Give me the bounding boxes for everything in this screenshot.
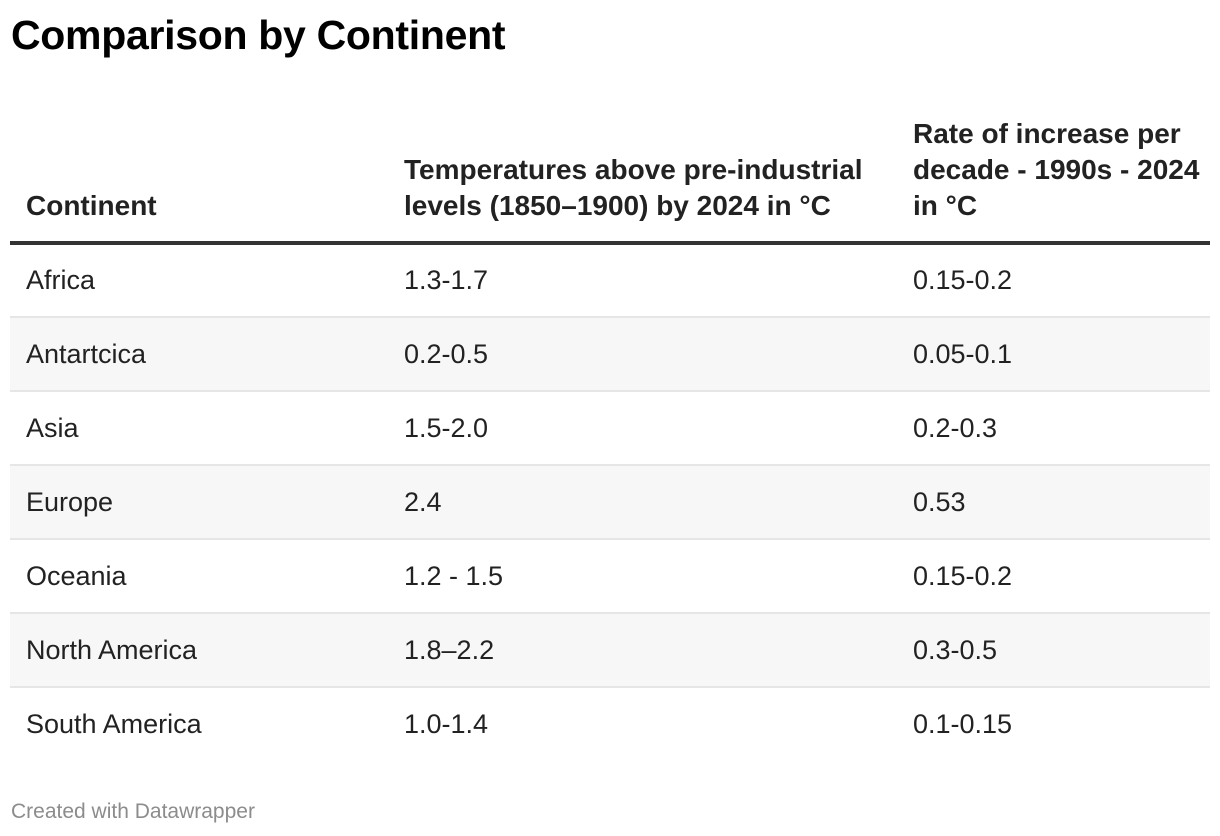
column-header-continent[interactable]: Continent	[10, 112, 388, 245]
cell-continent: South America	[26, 709, 202, 739]
table-header: Continent Temperatures above pre-industr…	[10, 112, 1210, 245]
cell-temperature: 1.5-2.0	[388, 391, 897, 466]
chart-title: Comparison by Continent	[11, 12, 506, 58]
cell-temperature: 0.2-0.5	[388, 317, 897, 392]
cell-rate: 0.15-0.2	[897, 243, 1210, 318]
cell-temperature: 1.2 - 1.5	[388, 539, 897, 614]
table-row: South America 1.0-1.4 0.1-0.15	[10, 687, 1210, 761]
table-row: Africa 1.3-1.7 0.15-0.2	[10, 243, 1210, 318]
cell-continent: North America	[10, 613, 388, 688]
cell-rate: 0.05-0.1	[897, 317, 1210, 392]
cell-rate: 0.3-0.5	[897, 613, 1210, 688]
table-row: Oceania 1.2 - 1.5 0.15-0.2	[10, 539, 1210, 614]
data-table-container: Continent Temperatures above pre-industr…	[10, 112, 1210, 761]
column-header-rate[interactable]: Rate of increase per decade - 1990s - 20…	[897, 112, 1210, 245]
cell-temperature: 1.0-1.4	[404, 709, 489, 739]
cell-rate: 0.15-0.2	[897, 539, 1210, 614]
table-row: Asia 1.5-2.0 0.2-0.3	[10, 391, 1210, 466]
cell-continent: Oceania	[10, 539, 388, 614]
cell-rate: 0.1-0.15	[913, 709, 1013, 739]
cell-continent: Europe	[10, 465, 388, 540]
attribution-footer: Created with Datawrapper	[11, 800, 255, 823]
table-body: Africa 1.3-1.7 0.15-0.2 Antartcica 0.2-0…	[10, 243, 1210, 761]
table-row: Antartcica 0.2-0.5 0.05-0.1	[10, 317, 1210, 392]
data-table: Continent Temperatures above pre-industr…	[10, 112, 1210, 761]
cell-continent: Antartcica	[10, 317, 388, 392]
column-header-temperature[interactable]: Temperatures above pre-industrial levels…	[388, 112, 897, 245]
cell-temperature: 2.4	[388, 465, 897, 540]
cell-temperature: 1.3-1.7	[388, 243, 897, 318]
cell-continent: Africa	[10, 243, 388, 318]
cell-rate: 0.53	[897, 465, 1210, 540]
header-row: Continent Temperatures above pre-industr…	[10, 112, 1210, 245]
cell-rate: 0.2-0.3	[897, 391, 1210, 466]
cell-temperature: 1.8–2.2	[388, 613, 897, 688]
cell-continent: Asia	[10, 391, 388, 466]
table-row: Europe 2.4 0.53	[10, 465, 1210, 540]
table-row: North America 1.8–2.2 0.3-0.5	[10, 613, 1210, 688]
